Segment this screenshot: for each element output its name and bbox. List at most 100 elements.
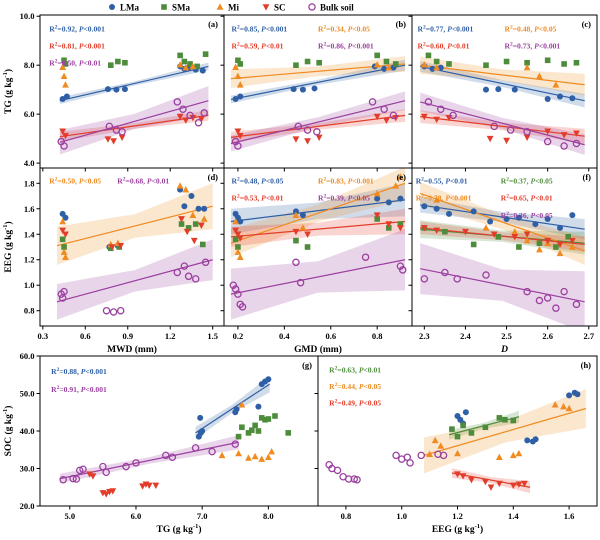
marker	[560, 403, 567, 410]
marker	[449, 111, 457, 120]
fit-line-SC	[230, 220, 406, 238]
stat-annotation-Mi: R2=0.44, P<0.05	[329, 382, 381, 391]
marker	[62, 231, 69, 238]
marker	[251, 452, 259, 460]
marker	[63, 93, 70, 100]
marker	[168, 453, 177, 461]
marker	[104, 86, 111, 93]
fit-line-LMa	[230, 64, 406, 101]
series-SC	[59, 113, 205, 145]
stat-annotation-LMa: R2=0.85, P<0.001	[232, 25, 288, 34]
marker	[190, 237, 198, 245]
legend-label: SMa	[172, 3, 191, 13]
marker	[315, 134, 323, 141]
marker	[102, 306, 111, 315]
marker	[470, 241, 477, 248]
series-Bulk	[424, 98, 581, 150]
marker	[237, 61, 244, 67]
panel-h: 0.8 1.0 1.2 1.4 1.6 EEG (g kg-1) R2=0.63, P<0.…	[314, 355, 598, 535]
fit-line-Bulk	[59, 441, 239, 480]
ci-band-SMa	[420, 220, 585, 255]
fit-line-Bulk	[59, 100, 209, 143]
marker	[544, 215, 551, 222]
marker	[272, 413, 278, 419]
x-tick-label: 1.6	[564, 511, 575, 521]
marker	[396, 225, 404, 232]
marker	[258, 415, 265, 421]
marker	[573, 130, 580, 137]
marker	[304, 231, 311, 238]
marker	[293, 62, 299, 68]
x-tick-label: 1.2	[452, 511, 463, 521]
marker	[236, 81, 244, 88]
series-SMa	[425, 52, 580, 68]
marker	[543, 294, 552, 302]
marker	[62, 214, 69, 221]
marker	[383, 58, 390, 65]
x-tick-label: 0.3	[38, 331, 49, 341]
marker	[462, 409, 469, 416]
marker	[482, 224, 490, 231]
marker	[113, 86, 120, 93]
marker	[189, 211, 197, 218]
marker	[551, 401, 559, 408]
marker	[59, 227, 67, 235]
ci-band-Bulk	[230, 91, 406, 152]
x-tick-label: 2.5	[501, 331, 512, 341]
marker	[122, 59, 128, 66]
marker	[425, 52, 432, 59]
stat-annotation-Bulk: R2=0.39, P<0.05	[318, 194, 370, 203]
marker	[102, 491, 110, 498]
series-Bulk	[229, 253, 407, 311]
plot-area	[420, 182, 585, 326]
marker	[396, 262, 405, 270]
panel-frame	[411, 167, 598, 327]
marker	[572, 139, 581, 148]
marker	[200, 109, 208, 117]
series-SMa	[235, 413, 292, 440]
y-tick-label: 10.0	[20, 11, 35, 21]
stat-annotation-Bulk: R2=0.73, P<0.001	[505, 41, 561, 50]
y-axis-title: SOC (g kg-1)	[2, 406, 14, 457]
stat-annotation-LMa: R2=0.77, P<0.001	[418, 25, 474, 34]
plot-area	[59, 375, 292, 498]
stat-annotation-Mi: R2=0.83, P<0.001	[318, 176, 374, 185]
stat-annotation-SC: R2=0.60, P<0.01	[418, 41, 470, 50]
marker	[238, 401, 246, 408]
marker	[389, 111, 398, 120]
y-tick-label: 20.0	[20, 501, 35, 511]
marker	[373, 113, 381, 121]
marker	[536, 245, 543, 253]
marker	[62, 61, 69, 67]
stat-annotation-Bulk: R2=0.36, P<0.05	[501, 211, 553, 220]
marker	[502, 416, 508, 423]
marker	[420, 61, 428, 68]
marker	[557, 224, 563, 231]
marker	[304, 244, 311, 250]
marker	[433, 116, 441, 124]
marker	[252, 422, 258, 429]
marker	[181, 58, 188, 65]
stat-annotation-SC: R2=0.49, P<0.05	[329, 399, 381, 408]
marker	[122, 462, 130, 471]
marker	[524, 437, 531, 444]
series-Mi	[426, 401, 573, 461]
marker	[552, 81, 560, 88]
marker	[536, 72, 543, 79]
ci-band-Mi	[230, 56, 406, 88]
marker	[374, 216, 380, 222]
marker	[523, 64, 531, 71]
stat-annotation-LMa: R2=0.55, P<0.01	[416, 176, 468, 185]
marker	[237, 93, 244, 100]
marker	[268, 448, 276, 455]
marker	[299, 86, 306, 93]
marker	[574, 391, 581, 398]
marker	[437, 105, 445, 113]
legend-item-SC: SC	[262, 3, 286, 13]
marker	[316, 59, 322, 66]
marker	[516, 244, 522, 250]
marker	[433, 227, 441, 235]
x-tick-label: 1.5	[207, 331, 218, 341]
marker	[556, 241, 564, 249]
